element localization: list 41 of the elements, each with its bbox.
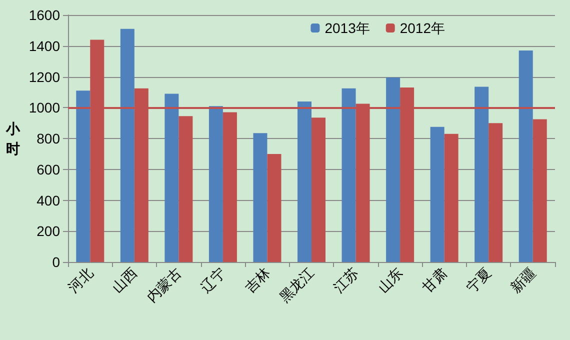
- bar: [164, 94, 179, 262]
- x-tick-label: 河北: [64, 264, 96, 296]
- bar: [208, 106, 223, 262]
- x-tick-label: 江苏: [330, 264, 362, 296]
- y-axis-title: 小时: [5, 120, 21, 156]
- x-tick-label: 内蒙古: [143, 264, 184, 306]
- y-tick-label: 800: [36, 130, 60, 146]
- bar: [312, 118, 326, 262]
- y-tick-label: 1600: [28, 7, 60, 23]
- bar: [488, 123, 503, 262]
- y-tick-label: 1400: [28, 38, 60, 54]
- legend-label: 2012年: [400, 20, 446, 36]
- y-tick-label: 200: [36, 223, 60, 240]
- y-tick-label: 1000: [28, 100, 60, 116]
- y-tick-label: 400: [36, 192, 60, 208]
- x-tick-label: 宁夏: [463, 264, 494, 296]
- bar: [178, 116, 193, 262]
- y-tick-label: 600: [36, 161, 60, 178]
- y-tick-label: 1200: [28, 68, 60, 85]
- x-tick-label: 新疆: [507, 264, 539, 296]
- bar: [267, 154, 282, 262]
- bar: [518, 50, 533, 262]
- bar: [444, 134, 458, 262]
- bar: [76, 90, 90, 262]
- y-tick-label: 0: [52, 254, 60, 270]
- bar: [430, 126, 444, 262]
- legend-label: 2013年: [324, 20, 370, 36]
- bar: [532, 119, 547, 262]
- bar: [474, 86, 489, 262]
- bar: [120, 28, 134, 262]
- x-tick-label: 黑龙江: [276, 264, 318, 306]
- x-tick-label: 山西: [108, 264, 140, 296]
- bar: [298, 101, 312, 262]
- x-tick-label: 吉林: [242, 264, 273, 296]
- x-tick-label: 山东: [374, 264, 406, 296]
- bar: [342, 88, 356, 262]
- bar: [253, 133, 268, 262]
- bar: [386, 78, 400, 262]
- x-tick-label: 甘肃: [418, 264, 450, 296]
- bar: [222, 112, 237, 262]
- x-tick-label: 辽宁: [198, 264, 229, 296]
